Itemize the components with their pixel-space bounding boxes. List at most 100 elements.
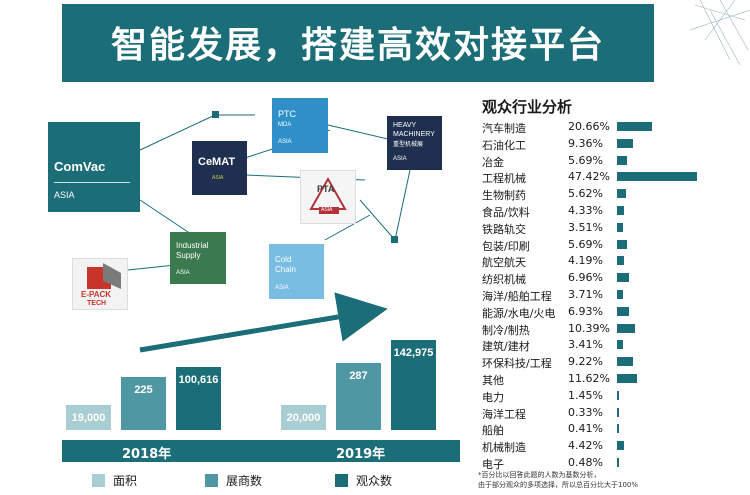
- epack-line2: TECH: [87, 300, 107, 307]
- title-banner: 智能发展，搭建高效对接平台: [62, 4, 654, 82]
- industry-bar: [617, 138, 633, 148]
- industry-percent: 20.66%: [568, 120, 610, 133]
- pta-asia-logo: PTA ASIA: [300, 170, 356, 224]
- industry-row: 食品/饮料 4.33%: [0, 202, 750, 220]
- industry-bar: [617, 206, 625, 215]
- heavy-line1: HEAVY: [393, 122, 417, 129]
- industry-row: 生物制药 5.62%: [0, 185, 750, 203]
- industry-row: 海洋/船舶工程 3.71%: [0, 286, 750, 304]
- cemat-tag: ASIA: [212, 175, 224, 181]
- industry-row: 船舶 0.41%: [0, 420, 750, 438]
- industrial-line2: Supply: [176, 251, 201, 260]
- industry-percent: 10.39%: [568, 321, 610, 335]
- industry-bar: [617, 256, 625, 266]
- ptc-tag: ASIA: [278, 139, 292, 145]
- bar-label-1-0: 225: [134, 384, 152, 396]
- legend-label-visitors: 观众数: [356, 473, 393, 488]
- pta-name: PTA: [317, 184, 335, 194]
- industry-bar: [617, 306, 629, 316]
- cemat-name: CeMAT: [198, 156, 236, 168]
- industry-row: 能源/水电/火电 6.93%: [0, 303, 750, 321]
- industry-bar: [617, 273, 629, 283]
- epack-tech-logo: E-PACK TECH: [72, 258, 128, 310]
- epack-line1: E-PACK: [81, 290, 112, 299]
- industry-bar: [617, 441, 625, 451]
- legend-visitors: 观众数: [335, 472, 392, 488]
- industry-chart-title: 观众行业分析: [482, 98, 573, 116]
- connector-dot: [391, 236, 398, 243]
- footnote-line1: *百分比以回答此题的人数为基数分析，: [478, 471, 601, 479]
- growth-bar-chart: 19,000 20,000 225 287 100,616 142,975: [66, 292, 436, 430]
- legend-area: 面积: [92, 472, 137, 488]
- industry-row: 包装/印刷 5.69%: [0, 236, 750, 254]
- industry-bar: [617, 340, 623, 350]
- industry-label: 能源/水电/火电: [482, 306, 556, 320]
- industry-bar: [617, 222, 623, 232]
- industry-row: 环保科技/工程 9.22%: [0, 353, 750, 371]
- industry-row: 汽车制造 20.66%: [0, 118, 750, 136]
- industry-percent: 0.41%: [568, 422, 603, 436]
- industry-percent: 4.33%: [568, 204, 603, 217]
- industry-label: 冶金: [482, 155, 504, 169]
- legend-label-area: 面积: [113, 473, 138, 488]
- year-label-2018: 2018年: [122, 447, 172, 462]
- industry-percent: 6.93%: [568, 304, 603, 318]
- bar-2-0: [176, 367, 221, 430]
- industry-label: 环保科技/工程: [482, 357, 552, 371]
- industry-row: 其他 11.62%: [0, 370, 750, 388]
- industry-label: 石油化工: [482, 138, 526, 152]
- footnote: *百分比以回答此题的人数为基数分析， 由于部分观众的多项选择，所以总百分比大于1…: [478, 470, 638, 490]
- coldchain-tag: ASIA: [275, 285, 289, 291]
- heavy-machinery-logo: HEAVY MACHINERY 重型机械展 ASIA: [387, 116, 442, 170]
- industry-label: 制冷/制热: [482, 323, 530, 337]
- industry-percent: 1.45%: [568, 388, 603, 402]
- industry-label: 航空航天: [482, 256, 526, 270]
- network-decoration-icon: [690, 0, 750, 66]
- industry-label: 纺织机械: [482, 273, 526, 287]
- industry-percent: 47.42%: [568, 170, 610, 184]
- industry-label: 船舶: [482, 424, 504, 438]
- industry-row: 制冷/制热 10.39%: [0, 320, 750, 338]
- industry-percent: 4.42%: [568, 439, 603, 453]
- epack-box-icon: [87, 263, 121, 289]
- industry-row: 机械制造 4.42%: [0, 437, 750, 455]
- industry-percent: 5.69%: [568, 237, 603, 251]
- industry-row: 海洋工程 0.33%: [0, 404, 750, 422]
- industry-bar: [617, 189, 627, 199]
- pta-tag: ASIA: [321, 207, 333, 213]
- growth-arrow: [139, 292, 388, 353]
- ptc-asia-logo: PTC MDA ASIA: [272, 98, 328, 153]
- bar-1-1: [336, 363, 381, 430]
- footnote-line2: 由于部分观众的多项选择，所以总百分比大于100%: [478, 481, 639, 489]
- industry-bar: [617, 424, 619, 434]
- industry-label: 海洋工程: [482, 407, 526, 421]
- industry-bar: [617, 390, 620, 400]
- bar-0-0: [66, 405, 111, 430]
- coldchain-line2: Chain: [275, 265, 296, 274]
- industry-label: 铁路轨交: [482, 222, 526, 236]
- year-label-2019: 2019年: [336, 447, 386, 462]
- ptc-name: PTC: [278, 109, 296, 119]
- bar-label-2-1: 142,975: [394, 347, 434, 359]
- industry-bar: [617, 155, 627, 165]
- industry-row: 建筑/建材 3.41%: [0, 336, 750, 354]
- legend-label-exhibitors: 展商数: [226, 473, 263, 488]
- industry-percent: 3.51%: [568, 220, 603, 234]
- industry-percent: 5.69%: [568, 153, 603, 167]
- comvac-asia-logo: ComVac ASIA: [48, 122, 140, 212]
- heavy-cn: 重型机械展: [393, 142, 424, 148]
- industry-bar: [617, 458, 619, 467]
- industry-row: 航空航天 4.19%: [0, 252, 750, 270]
- bar-1-0: [121, 377, 166, 430]
- bar-2-1: [391, 340, 436, 430]
- industry-row: 工程机械 47.42%: [0, 168, 750, 186]
- bar-label-0-0: 19,000: [72, 412, 106, 424]
- industry-row: 冶金 5.69%: [0, 152, 750, 170]
- industry-label: 海洋/船舶工程: [482, 290, 552, 303]
- cemat-asia-logo: CeMAT ASIA: [192, 141, 247, 195]
- industry-percent: 0.48%: [568, 456, 603, 469]
- pta-mark-icon: [309, 176, 347, 214]
- industry-percent: 9.36%: [568, 136, 603, 150]
- industry-percent: 5.62%: [568, 187, 603, 201]
- connector-dot: [212, 111, 219, 118]
